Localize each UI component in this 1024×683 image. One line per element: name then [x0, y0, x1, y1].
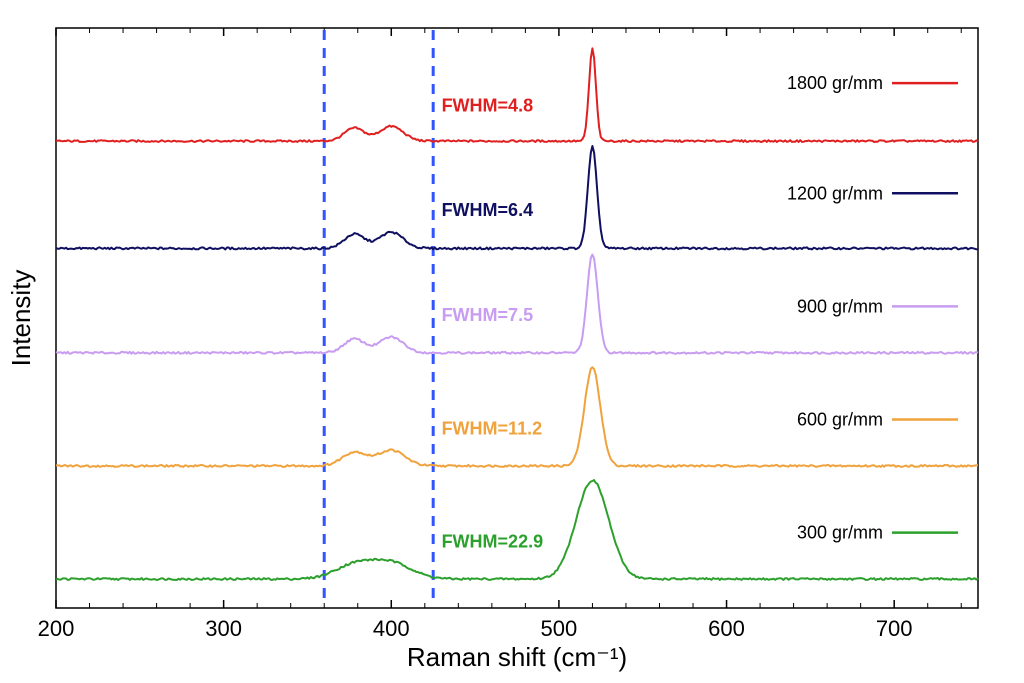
x-tick-label: 500: [541, 616, 578, 641]
legend-label: 900 gr/mm: [797, 296, 883, 316]
chart-svg: 200 300 400 500 600 700 Raman shift (cm⁻¹) Inte…: [0, 0, 1024, 683]
legend-label: 300 gr/mm: [797, 523, 883, 543]
x-tick-label: 600: [708, 616, 745, 641]
x-tick-label: 400: [373, 616, 410, 641]
fwhm-label: FWHM=11.2: [442, 418, 543, 438]
x-tick-label: 200: [38, 616, 75, 641]
fwhm-label: FWHM=7.5: [442, 305, 534, 325]
x-tick-label: 300: [205, 616, 242, 641]
fwhm-label: FWHM=6.4: [442, 200, 534, 220]
legend-label: 1800 gr/mm: [787, 73, 883, 93]
x-axis-label: Raman shift (cm⁻¹): [407, 642, 627, 672]
legend-label: 1200 gr/mm: [787, 183, 883, 203]
raman-spectra-chart: 200 300 400 500 600 700 Raman shift (cm⁻¹) Inte…: [0, 0, 1024, 683]
x-tick-label: 700: [876, 616, 913, 641]
fwhm-label: FWHM=22.9: [442, 531, 544, 551]
y-axis-label: Intensity: [6, 270, 36, 367]
fwhm-label: FWHM=4.8: [442, 95, 534, 115]
legend-label: 600 gr/mm: [797, 410, 883, 430]
